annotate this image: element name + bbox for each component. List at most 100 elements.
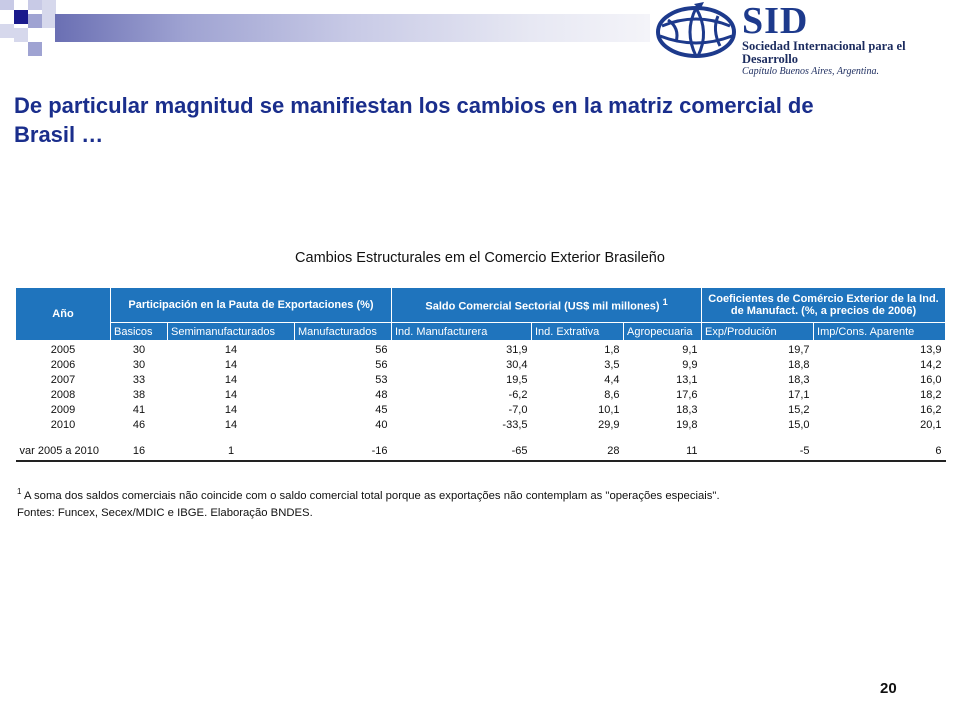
table-cell: 9,9 [682,359,698,371]
table-cell: 30,4 [506,359,528,371]
table-cell: 46 [132,419,146,431]
logo-name: SID [742,0,809,42]
table-cell: 31,9 [506,344,528,356]
column-header: Ind. Extrativa [531,322,624,341]
table-cell: 30 [132,359,146,371]
square-light [42,0,56,28]
table-cell: 56 [375,359,388,371]
column-header: Manufacturados [294,322,392,341]
table-cell: 56 [375,344,388,356]
table-row: 2006 30 14 56 30,4 3,5 9,9 18,8 14,2 [16,358,946,373]
column-header: Semimanufacturados [167,322,295,341]
page-number: 20 [880,680,897,697]
table-cell: 14 [224,374,238,386]
table-row: 2008 38 14 48 -6,2 8,6 17,6 17,1 18,2 [16,388,946,403]
table-cell: -16 [294,443,392,462]
square-light [0,0,14,10]
square-light [14,28,28,42]
footnotes: 1 A soma dos saldos comerciais não coinc… [17,483,720,522]
table-cell: 19,7 [788,344,810,356]
header-year: Año [15,287,111,341]
column-header: Agropecuaria [622,322,703,341]
column-header: Ind. Manufacturera [391,322,532,341]
table-cell: 30 [132,344,146,356]
sid-logo: SID Sociedad Internacional para el Desar… [652,0,960,77]
footnote-sources: Fontes: Funcex, Secex/MDIC e IBGE. Elabo… [17,506,313,519]
row-year: 2010 [50,419,76,431]
table-cell: 4,4 [604,374,620,386]
variation-label: var 2005 a 2010 [15,443,111,462]
table-cell: 33 [132,374,146,386]
header-trade-balance: Saldo Comercial Sectorial (US$ mil millo… [390,287,703,323]
table-cell: 1,8 [604,344,620,356]
table-cell: 14 [224,359,238,371]
table-cell: 11 [623,443,702,462]
table-cell: -5 [701,443,814,462]
table-cell: 10,1 [598,404,620,416]
table-cell: 19,8 [676,419,698,431]
column-header: Exp/Produción [701,322,815,341]
square-light [28,42,42,56]
header-gradient-bar [55,14,650,42]
table-cell: 8,6 [604,389,620,401]
table-cell: 6 [813,443,946,462]
footnote-1: 1 A soma dos saldos comerciais não coinc… [17,487,720,502]
row-year: 2006 [50,359,76,371]
table-cell: 53 [375,374,388,386]
table-cell: 14 [224,419,238,431]
table-cell: 15,0 [788,419,810,431]
table-cell: 3,5 [604,359,620,371]
table-row: 2007 33 14 53 19,5 4,4 13,1 18,3 16,0 [16,373,946,388]
logo-subtitle: Sociedad Internacional para el Desarroll… [742,39,906,66]
square-light [28,14,42,28]
table-cell: 28 [531,443,624,462]
variation-row: var 2005 a 2010 16 1 -16 -65 28 11 -5 6 [15,443,946,462]
logo-chapter: Capítulo Buenos Aires, Argentina. [742,66,879,77]
header-trade-coefficients: Coeficientes de Comércio Exterior de la … [701,287,947,323]
table-cell: 15,2 [788,404,810,416]
square-light [0,24,14,38]
table-cell: 29,9 [598,419,620,431]
table-cell: 18,8 [788,359,810,371]
table-cell: 9,1 [682,344,698,356]
trade-structure-table: Año Participación en la Pauta de Exporta… [15,287,947,462]
row-year: 2009 [50,404,76,416]
table-cell: 16,2 [920,404,942,416]
table-cell: 14 [224,404,238,416]
table-row: 2010 46 14 40 -33,5 29,9 19,8 15,0 20,1 [16,418,946,433]
table-cell: 45 [375,404,388,416]
table-cell: 38 [132,389,146,401]
row-year: 2007 [50,374,76,386]
table-cell: 1 [167,443,295,462]
table-cell: -65 [391,443,532,462]
header-export-share: Participación en la Pauta de Exportacion… [110,287,392,323]
slide-heading: De particular magnitud se manifiestan lo… [14,93,814,147]
table-cell: 41 [132,404,146,416]
column-header: Imp/Cons. Aparente [813,322,947,341]
table-cell: 17,6 [676,389,698,401]
table-cell: 16 [110,443,168,462]
square-dark [14,10,28,24]
table-cell: -33,5 [502,419,528,431]
table-cell: 13,9 [920,344,942,356]
table-title: Cambios Estructurales em el Comercio Ext… [295,250,665,266]
table-cell: 40 [375,419,388,431]
table-cell: 14,2 [920,359,942,371]
table-cell: -6,2 [508,389,528,401]
decorative-squares [0,0,80,60]
table-cell: 17,1 [788,389,810,401]
table-cell: 18,2 [920,389,942,401]
globe-logo-icon [656,2,736,58]
square-light [28,0,42,10]
table-cell: -7,0 [508,404,528,416]
table-cell: 14 [224,389,238,401]
table-cell: 16,0 [920,374,942,386]
table-cell: 19,5 [506,374,528,386]
spacer-row [16,433,946,443]
table-row: 2005 30 14 56 31,9 1,8 9,1 19,7 13,9 [16,341,946,359]
table-cell: 48 [375,389,388,401]
row-year: 2005 [50,344,76,356]
table-cell: 14 [224,344,238,356]
table-row: 2009 41 14 45 -7,0 10,1 18,3 15,2 16,2 [16,403,946,418]
table-cell: 13,1 [676,374,698,386]
